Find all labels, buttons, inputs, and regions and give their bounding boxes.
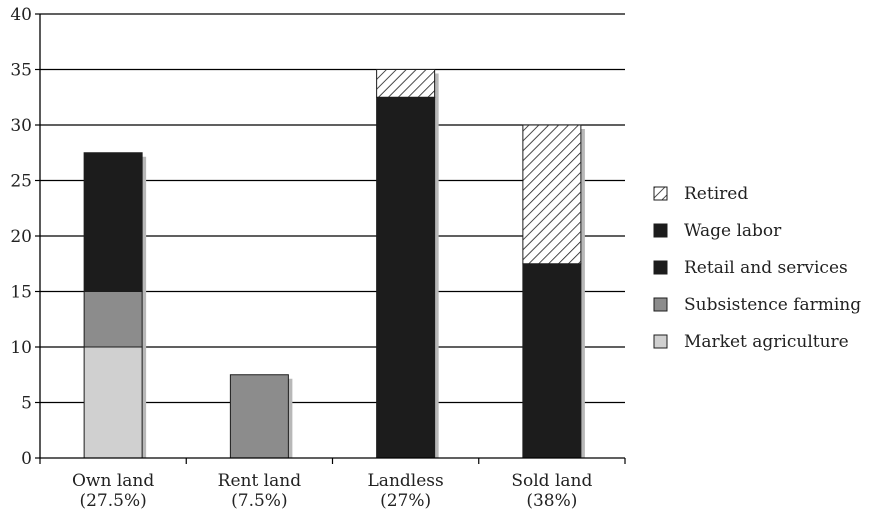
legend-label-market-agriculture: Market agriculture (684, 332, 849, 352)
bar-sold-land-wage-labor (522, 263, 582, 459)
y-tick-labels: 0 5 10 15 20 25 30 35 40 (10, 5, 32, 469)
x-category-label-own-land-0: Own land (72, 471, 154, 491)
y-tick-label-40: 40 (10, 5, 32, 25)
legend-swatch-retired (653, 186, 668, 201)
y-tick-label-0: 0 (21, 449, 32, 469)
x-category-label-rent-land-1: (7.5%) (231, 491, 287, 511)
legend-label-subsistence-farming: Subsistence farming (684, 295, 861, 315)
y-tick-label-25: 25 (10, 172, 32, 192)
axes (35, 13, 626, 464)
x-category-labels: Own land(27.5%) Rent land(7.5%) Landless(2… (72, 471, 592, 511)
x-category-label-sold-land-0: Sold land (511, 471, 592, 491)
legend-swatch-market-agriculture (653, 334, 668, 349)
x-category-label-sold-land-1: (38%) (526, 491, 577, 511)
bar-own-land-wage-labor (83, 152, 143, 292)
x-category-label-landless-1: (27%) (380, 491, 431, 511)
x-category-label-landless-0: Landless (368, 471, 444, 491)
y-tick-label-10: 10 (10, 338, 32, 358)
bars (83, 69, 585, 459)
bar-landless-wage-labor (376, 96, 436, 459)
bar-own-land-market-agriculture (83, 346, 143, 459)
y-tick-label-35: 35 (10, 61, 32, 81)
legend-label-retired: Retired (684, 184, 748, 204)
x-category-label-rent-land-0: Rent land (218, 471, 302, 491)
y-tick-label-30: 30 (10, 116, 32, 136)
y-tick-label-5: 5 (21, 394, 32, 414)
y-tick-label-20: 20 (10, 227, 32, 247)
bar-landless-retired (376, 69, 436, 98)
legend-swatch-subsistence-farming (653, 297, 668, 312)
legend-swatch-retail-and-services (653, 260, 668, 275)
legend-label-retail-and-services: Retail and services (684, 258, 848, 278)
bar-sold-land-retired (522, 124, 582, 265)
x-category-label-own-land-1: (27.5%) (79, 491, 146, 511)
bar-rent-land-subsistence-farming (229, 374, 289, 459)
legend: Retired Wage labor Retail and services Subs… (653, 184, 861, 352)
legend-label-wage-labor: Wage labor (684, 221, 782, 241)
bar-own-land-subsistence-farming (83, 291, 143, 348)
y-tick-label-15: 15 (10, 283, 32, 303)
legend-swatch-wage-labor (653, 223, 668, 238)
